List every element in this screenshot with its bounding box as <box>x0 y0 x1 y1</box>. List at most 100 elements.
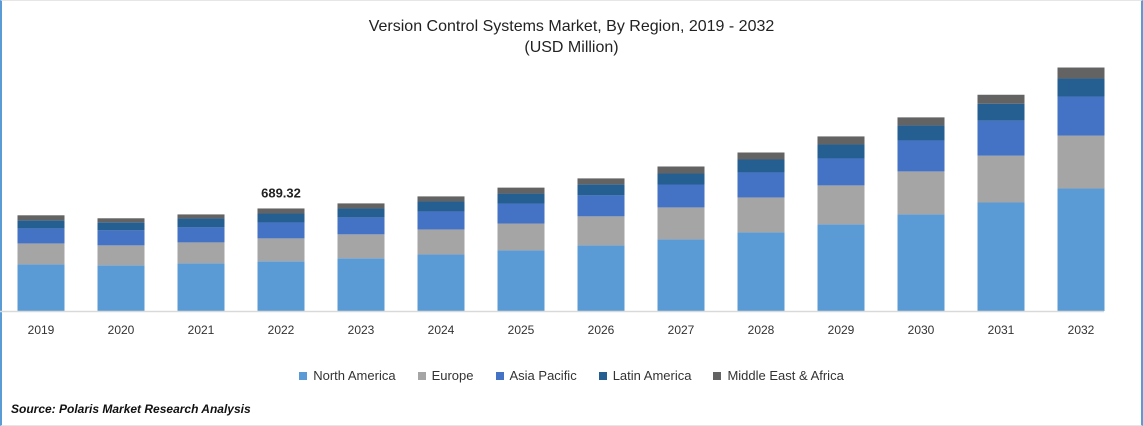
bar-segment-asia-pacific-2028 <box>737 172 785 198</box>
bar-segment-middle-east-africa-2026 <box>577 178 625 185</box>
bar-segment-north-america-2032 <box>1057 188 1105 311</box>
bar-segment-asia-pacific-2029 <box>817 158 865 186</box>
x-tick-label: 2020 <box>108 323 135 337</box>
bar-segment-latin-america-2021 <box>177 218 225 228</box>
bar-segment-europe-2032 <box>1057 135 1105 189</box>
legend-label: Middle East & Africa <box>727 368 844 383</box>
legend-item: Middle East & Africa <box>713 368 844 383</box>
x-tick-label: 2026 <box>588 323 615 337</box>
bar-segment-middle-east-africa-2032 <box>1057 67 1105 79</box>
bar-segment-latin-america-2029 <box>817 144 865 159</box>
bar-segment-europe-2027 <box>657 207 705 240</box>
chart-title-block: Version Control Systems Market, By Regio… <box>0 16 1143 58</box>
x-tick-label: 2022 <box>268 323 295 337</box>
x-tick-label: 2023 <box>348 323 375 337</box>
bar-segment-asia-pacific-2023 <box>337 217 385 235</box>
legend-label: North America <box>313 368 396 383</box>
bar-segment-europe-2031 <box>977 155 1025 203</box>
bar-segment-asia-pacific-2030 <box>897 140 945 172</box>
legend-label: Asia Pacific <box>509 368 577 383</box>
bar-segment-north-america-2026 <box>577 245 625 311</box>
bar-segment-latin-america-2022 <box>257 213 305 223</box>
bar-segment-north-america-2027 <box>657 239 705 311</box>
bar-segment-asia-pacific-2019 <box>17 228 65 244</box>
bar-segment-asia-pacific-2024 <box>417 211 465 230</box>
legend-swatch <box>495 371 504 380</box>
x-tick-label: 2030 <box>908 323 935 337</box>
bar-segment-middle-east-africa-2027 <box>657 166 705 174</box>
bar-segment-latin-america-2031 <box>977 103 1025 121</box>
legend-item: Latin America <box>598 368 692 383</box>
bar-segment-asia-pacific-2021 <box>177 227 225 243</box>
bar-segment-latin-america-2024 <box>417 201 465 212</box>
bar-segment-latin-america-2028 <box>737 159 785 173</box>
bar-segment-europe-2020 <box>97 245 145 266</box>
bar-segment-middle-east-africa-2028 <box>737 152 785 160</box>
bar-segment-asia-pacific-2027 <box>657 184 705 208</box>
bar-segment-latin-america-2030 <box>897 125 945 141</box>
bar-segment-latin-america-2019 <box>17 220 65 229</box>
legend: North America Europe Asia Pacific Latin Ame… <box>0 368 1143 383</box>
legend-label: Europe <box>431 368 474 383</box>
bar-segment-europe-2030 <box>897 171 945 215</box>
bar-segment-asia-pacific-2026 <box>577 195 625 217</box>
bar-segment-europe-2026 <box>577 216 625 246</box>
x-tick-label: 2031 <box>988 323 1015 337</box>
x-tick-label: 2025 <box>508 323 535 337</box>
bar-segment-middle-east-africa-2024 <box>417 196 465 202</box>
legend-swatch <box>299 371 308 380</box>
bar-segment-latin-america-2020 <box>97 222 145 231</box>
bar-segment-middle-east-africa-2029 <box>817 136 865 145</box>
bar-segment-asia-pacific-2032 <box>1057 96 1105 136</box>
legend-item: Asia Pacific <box>495 368 577 383</box>
bar-segment-europe-2019 <box>17 243 65 265</box>
bar-segment-latin-america-2025 <box>497 193 545 204</box>
bar-segment-north-america-2025 <box>497 250 545 311</box>
bar-segment-asia-pacific-2020 <box>97 230 145 246</box>
x-tick-label: 2028 <box>748 323 775 337</box>
bar-segment-north-america-2030 <box>897 214 945 311</box>
legend-item: North America <box>299 368 396 383</box>
bar-segment-middle-east-africa-2021 <box>177 214 225 219</box>
bar-segment-europe-2025 <box>497 223 545 251</box>
bar-segment-latin-america-2027 <box>657 173 705 185</box>
bar-segment-north-america-2029 <box>817 224 865 311</box>
bar-segment-middle-east-africa-2025 <box>497 187 545 194</box>
bar-segment-middle-east-africa-2031 <box>977 94 1025 104</box>
bar-segment-north-america-2021 <box>177 263 225 311</box>
bar-segment-middle-east-africa-2020 <box>97 218 145 223</box>
x-tick-label: 2021 <box>188 323 215 337</box>
bar-segment-europe-2023 <box>337 234 385 259</box>
bar-segment-north-america-2019 <box>17 264 65 311</box>
chart-title: Version Control Systems Market, By Regio… <box>368 18 775 35</box>
bar-segment-europe-2029 <box>817 185 865 225</box>
legend-swatch <box>598 371 607 380</box>
bar-segment-europe-2028 <box>737 197 785 233</box>
bar-segment-latin-america-2023 <box>337 208 385 218</box>
bar-segment-middle-east-africa-2023 <box>337 203 385 209</box>
bar-segment-latin-america-2026 <box>577 184 625 196</box>
legend-label: Latin America <box>612 368 692 383</box>
legend-item: Europe <box>417 368 474 383</box>
bar-segment-europe-2022 <box>257 238 305 262</box>
x-tick-label: 2027 <box>668 323 695 337</box>
bar-segment-latin-america-2032 <box>1057 78 1105 97</box>
bar-segment-middle-east-africa-2030 <box>897 117 945 126</box>
bar-segment-north-america-2028 <box>737 232 785 311</box>
bar-segment-north-america-2023 <box>337 258 385 311</box>
bar-segment-europe-2021 <box>177 242 225 264</box>
x-tick-label: 2029 <box>828 323 855 337</box>
data-label: 689.32 <box>261 185 301 200</box>
bar-segment-asia-pacific-2022 <box>257 222 305 239</box>
legend-swatch <box>417 371 426 380</box>
bar-segment-middle-east-africa-2019 <box>17 215 65 221</box>
source-note: Source: Polaris Market Research Analysis <box>11 402 251 416</box>
bar-segment-asia-pacific-2025 <box>497 203 545 224</box>
bar-segment-north-america-2020 <box>97 265 145 311</box>
bar-segment-europe-2024 <box>417 229 465 255</box>
bar-segment-north-america-2022 <box>257 261 305 311</box>
legend-swatch <box>713 371 722 380</box>
bar-segment-middle-east-africa-2022 <box>257 208 305 214</box>
bar-segment-north-america-2024 <box>417 254 465 311</box>
